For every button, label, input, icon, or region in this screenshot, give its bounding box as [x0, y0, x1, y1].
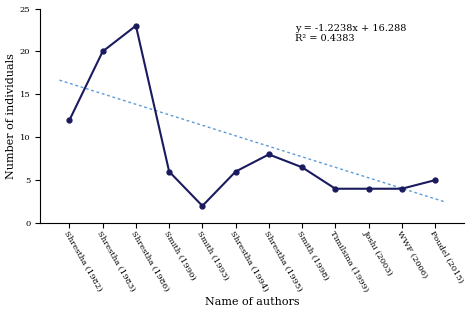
Y-axis label: Number of individuals: Number of individuals — [6, 53, 16, 179]
Text: y = -1.2238x + 16.288
R² = 0.4383: y = -1.2238x + 16.288 R² = 0.4383 — [295, 23, 406, 43]
X-axis label: Name of authors: Name of authors — [205, 297, 300, 307]
